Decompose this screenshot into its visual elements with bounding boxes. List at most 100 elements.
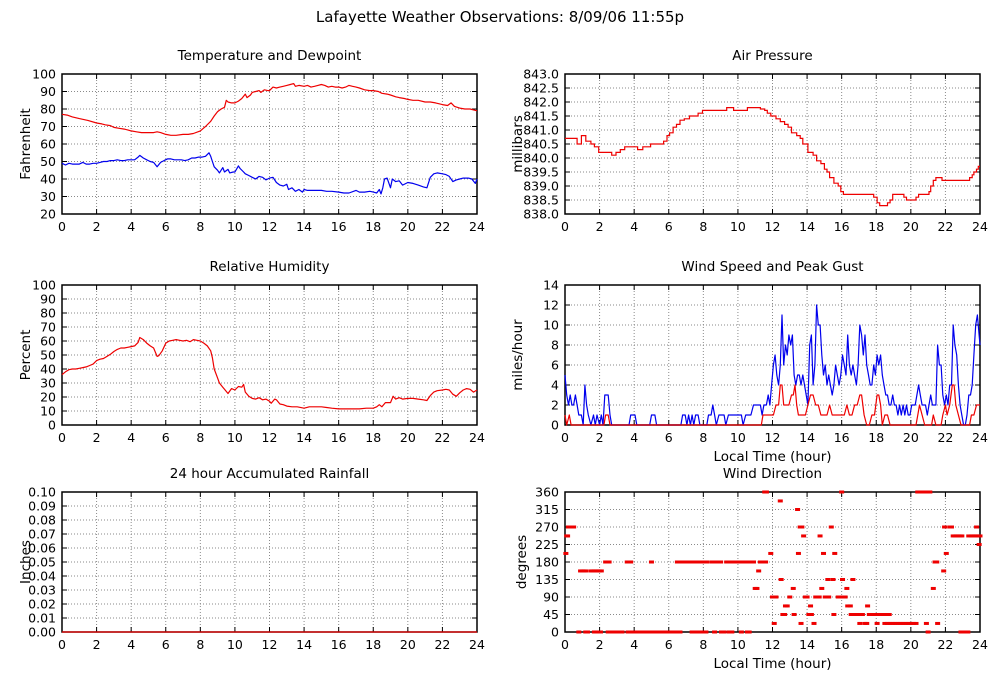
svg-text:0: 0	[58, 637, 66, 652]
svg-text:10: 10	[543, 318, 559, 333]
svg-text:225: 225	[535, 537, 559, 552]
svg-text:90: 90	[543, 590, 559, 605]
svg-text:20: 20	[40, 207, 56, 222]
svg-text:18: 18	[365, 219, 381, 234]
svg-text:22: 22	[434, 430, 450, 445]
y-axis-label: miles/hour	[510, 319, 526, 391]
svg-text:24: 24	[469, 430, 485, 445]
svg-text:0: 0	[58, 219, 66, 234]
svg-text:45: 45	[543, 607, 559, 622]
svg-text:0: 0	[551, 625, 559, 640]
svg-text:8: 8	[699, 219, 707, 234]
svg-text:0.05: 0.05	[28, 555, 56, 570]
svg-text:8: 8	[196, 637, 204, 652]
svg-text:20: 20	[400, 430, 416, 445]
svg-text:0.03: 0.03	[28, 583, 56, 598]
svg-text:0.01: 0.01	[28, 611, 56, 626]
svg-text:6: 6	[162, 430, 170, 445]
svg-text:4: 4	[630, 219, 638, 234]
chart-title: Wind Speed and Peak Gust	[681, 259, 863, 275]
svg-text:360: 360	[535, 485, 559, 500]
svg-text:14: 14	[296, 637, 312, 652]
x-axis-label: Local Time (hour)	[713, 656, 831, 672]
svg-text:841.0: 841.0	[523, 123, 559, 138]
svg-text:6: 6	[162, 219, 170, 234]
svg-text:0.04: 0.04	[28, 569, 56, 584]
svg-text:70: 70	[40, 119, 56, 134]
svg-text:22: 22	[434, 219, 450, 234]
svg-text:80: 80	[40, 102, 56, 117]
svg-text:0.07: 0.07	[28, 527, 56, 542]
svg-text:0: 0	[58, 430, 66, 445]
svg-text:18: 18	[365, 430, 381, 445]
svg-text:841.5: 841.5	[523, 109, 559, 124]
svg-text:840.5: 840.5	[523, 137, 559, 152]
svg-text:50: 50	[40, 154, 56, 169]
svg-text:50: 50	[40, 348, 56, 363]
svg-text:20: 20	[400, 637, 416, 652]
svg-text:24: 24	[469, 219, 485, 234]
svg-text:10: 10	[227, 219, 243, 234]
chart-relative-humidity: 0 2 4 6 8 10 12 14 16 18 20 22 240102030405060708090…	[18, 259, 485, 445]
svg-text:18: 18	[868, 219, 884, 234]
svg-text:0: 0	[551, 418, 559, 433]
svg-text:842.0: 842.0	[523, 95, 559, 110]
chart-title: Temperature and Dewpoint	[177, 48, 362, 64]
svg-text:0.00: 0.00	[28, 625, 56, 640]
svg-text:838.5: 838.5	[523, 193, 559, 208]
svg-text:4: 4	[127, 430, 135, 445]
svg-text:839.0: 839.0	[523, 179, 559, 194]
svg-text:10: 10	[227, 637, 243, 652]
svg-text:10: 10	[227, 430, 243, 445]
svg-text:16: 16	[331, 637, 347, 652]
svg-text:270: 270	[535, 520, 559, 535]
svg-text:20: 20	[400, 219, 416, 234]
svg-text:4: 4	[630, 430, 638, 445]
svg-text:2: 2	[596, 430, 604, 445]
svg-text:10: 10	[730, 637, 746, 652]
svg-text:2: 2	[596, 219, 604, 234]
svg-text:16: 16	[331, 430, 347, 445]
svg-text:6: 6	[665, 219, 673, 234]
svg-text:18: 18	[365, 637, 381, 652]
svg-text:24: 24	[972, 219, 988, 234]
svg-text:0: 0	[561, 219, 569, 234]
svg-text:14: 14	[543, 278, 559, 293]
svg-text:18: 18	[868, 430, 884, 445]
svg-text:8: 8	[196, 219, 204, 234]
svg-text:2: 2	[551, 398, 559, 413]
svg-text:0: 0	[48, 418, 56, 433]
svg-text:0.06: 0.06	[28, 541, 56, 556]
svg-text:90: 90	[40, 292, 56, 307]
svg-text:12: 12	[765, 637, 781, 652]
svg-text:2: 2	[93, 637, 101, 652]
svg-text:6: 6	[551, 358, 559, 373]
svg-text:4: 4	[127, 637, 135, 652]
svg-text:0.02: 0.02	[28, 597, 56, 612]
chart-temperature-dewpoint: 0 2 4 6 8 10 12 14 16 18 20 22 242030405060708090100…	[18, 48, 485, 234]
chart-wind-direction: 0 2 4 6 8 10 12 14 16 18 20 22 240459013518022527031…	[514, 466, 988, 672]
page-title: Lafayette Weather Observations: 8/09/06 …	[315, 8, 685, 26]
svg-text:10: 10	[730, 430, 746, 445]
svg-text:12: 12	[543, 298, 559, 313]
svg-text:8: 8	[551, 338, 559, 353]
svg-text:2: 2	[93, 219, 101, 234]
svg-text:0.10: 0.10	[28, 485, 56, 500]
chart-title: 24 hour Accumulated Rainfall	[170, 466, 369, 482]
svg-text:0: 0	[561, 430, 569, 445]
svg-text:100: 100	[32, 67, 56, 82]
svg-text:20: 20	[903, 637, 919, 652]
chart-title: Relative Humidity	[210, 259, 330, 275]
svg-text:16: 16	[834, 430, 850, 445]
svg-text:80: 80	[40, 306, 56, 321]
svg-text:12: 12	[262, 430, 278, 445]
svg-text:6: 6	[665, 430, 673, 445]
svg-text:24: 24	[972, 637, 988, 652]
svg-text:14: 14	[799, 430, 815, 445]
y-axis-label: Inches	[18, 540, 34, 584]
svg-text:14: 14	[296, 219, 312, 234]
svg-text:315: 315	[535, 502, 559, 517]
svg-text:4: 4	[551, 378, 559, 393]
svg-text:14: 14	[296, 430, 312, 445]
svg-text:16: 16	[834, 219, 850, 234]
